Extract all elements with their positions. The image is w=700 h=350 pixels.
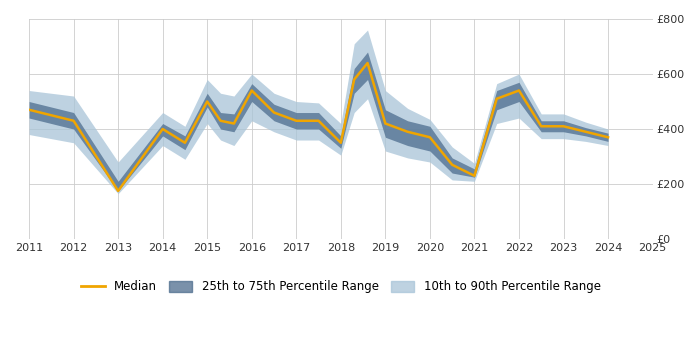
Legend: Median, 25th to 75th Percentile Range, 10th to 90th Percentile Range: Median, 25th to 75th Percentile Range, 1…: [75, 274, 607, 299]
